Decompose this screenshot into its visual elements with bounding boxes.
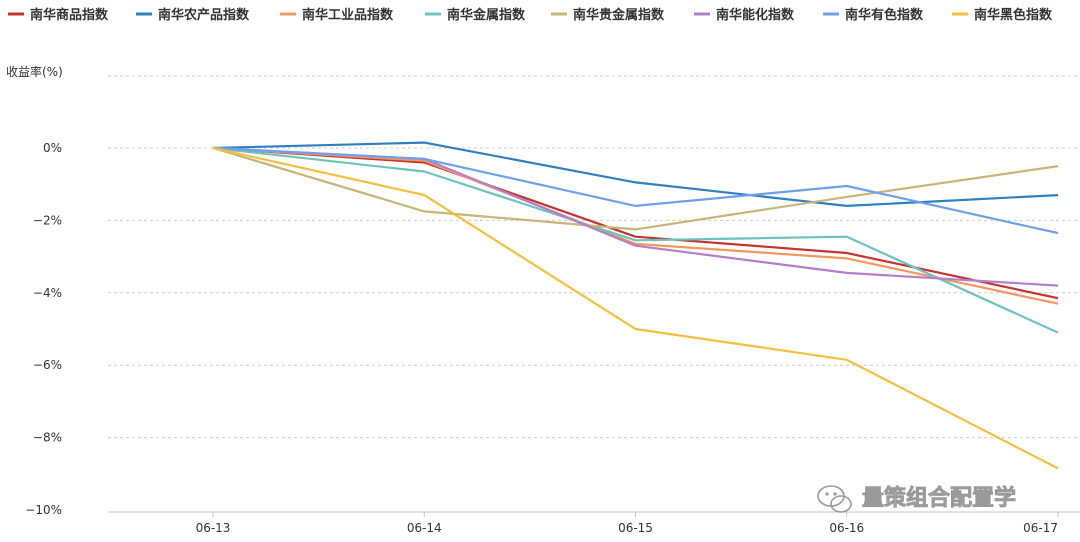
y-tick-label: 0% xyxy=(43,141,62,155)
legend-label: 南华商品指数 xyxy=(30,7,109,23)
legend-item[interactable]: 南华贵金属指数 xyxy=(551,7,665,23)
series-line xyxy=(212,141,1059,207)
legend-item[interactable]: 南华黑色指数 xyxy=(952,7,1053,23)
watermark: 量策组合配置学 xyxy=(817,485,1016,513)
chart-legend: 南华商品指数 南华农产品指数 南华工业品指数 南华金属指数 南华贵金属指数 南华能化指数 南… xyxy=(8,7,1053,23)
y-axis-title: 收益率(%) xyxy=(6,64,63,79)
x-tick-label: 06-17 xyxy=(1023,521,1058,535)
legend-item[interactable]: 南华工业品指数 xyxy=(280,7,394,23)
y-tick-label: −4% xyxy=(33,286,62,300)
wechat-icon xyxy=(817,485,852,513)
x-axis: 06-13 06-14 06-15 06-16 06-17 xyxy=(108,511,1080,535)
y-axis-ticks: 0% −2% −4% −6% −8% −10% xyxy=(25,141,62,517)
series-line xyxy=(212,146,1059,305)
legend-item[interactable]: 南华商品指数 xyxy=(8,7,109,23)
y-tick-label: −2% xyxy=(33,213,62,227)
x-tick-label: 06-15 xyxy=(618,521,653,535)
gridlines xyxy=(108,75,1080,439)
legend-item[interactable]: 南华能化指数 xyxy=(694,7,795,23)
legend-label: 南华有色指数 xyxy=(845,7,924,23)
x-tick-label: 06-16 xyxy=(829,521,864,535)
series-line xyxy=(212,146,1059,287)
legend-item[interactable]: 南华金属指数 xyxy=(425,7,526,23)
series-line xyxy=(212,146,1059,231)
x-tick-label: 06-13 xyxy=(196,521,231,535)
series-line xyxy=(212,146,1059,334)
legend-label: 南华农产品指数 xyxy=(158,7,250,23)
legend-label: 南华黑色指数 xyxy=(974,7,1053,23)
series-line xyxy=(212,146,1059,235)
series-line xyxy=(212,146,1059,470)
legend-item[interactable]: 南华农产品指数 xyxy=(136,7,250,23)
x-tick-label: 06-14 xyxy=(407,521,442,535)
legend-label: 南华贵金属指数 xyxy=(573,7,665,23)
y-tick-label: −10% xyxy=(25,503,62,517)
watermark-text: 量策组合配置学 xyxy=(862,485,1016,511)
legend-label: 南华金属指数 xyxy=(447,7,526,23)
legend-label: 南华能化指数 xyxy=(716,7,795,23)
y-tick-label: −6% xyxy=(33,358,62,372)
legend-label: 南华工业品指数 xyxy=(302,7,394,23)
series-lines xyxy=(212,141,1059,470)
y-tick-label: −8% xyxy=(33,431,62,445)
legend-item[interactable]: 南华有色指数 xyxy=(823,7,924,23)
